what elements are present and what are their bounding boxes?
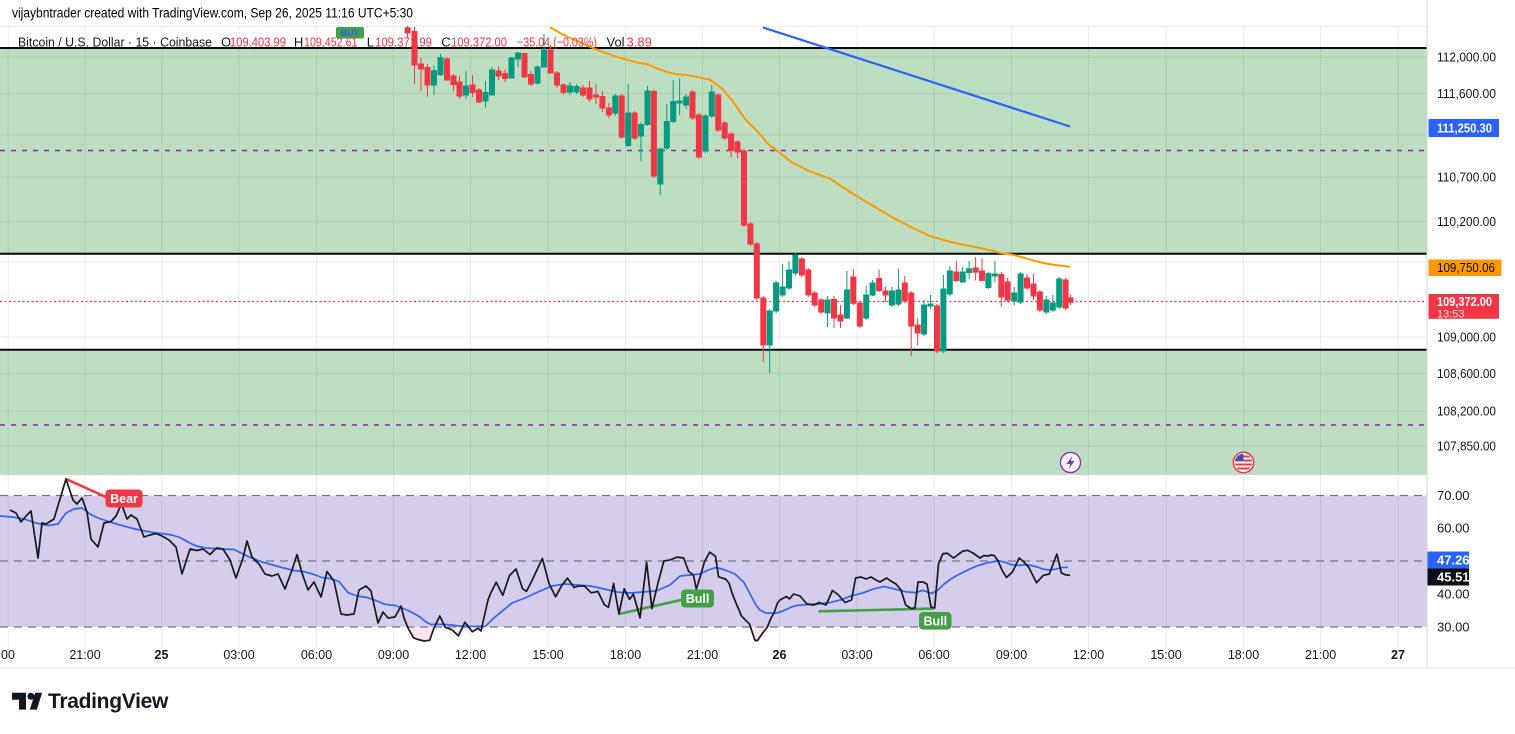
svg-text:47.26: 47.26 bbox=[1437, 553, 1470, 568]
svg-text:BUY: BUY bbox=[340, 28, 359, 38]
svg-text:03:00: 03:00 bbox=[223, 648, 254, 662]
svg-text:Vol: Vol bbox=[607, 35, 625, 50]
svg-text:40.00: 40.00 bbox=[1437, 587, 1470, 602]
svg-text:3.89: 3.89 bbox=[627, 35, 652, 50]
svg-text:27: 27 bbox=[1391, 648, 1405, 662]
svg-text:15:00: 15:00 bbox=[532, 648, 563, 662]
svg-text:108,200.00: 108,200.00 bbox=[1437, 404, 1496, 419]
svg-text:45.51: 45.51 bbox=[1437, 570, 1470, 585]
svg-text:Bear: Bear bbox=[110, 492, 138, 506]
svg-text:Bitcoin / U.S. Dollar · 15 · C: Bitcoin / U.S. Dollar · 15 · Coinbase bbox=[18, 35, 212, 50]
svg-text:21:00: 21:00 bbox=[69, 648, 100, 662]
svg-text:111,600.00: 111,600.00 bbox=[1437, 86, 1496, 101]
svg-text:110,200.00: 110,200.00 bbox=[1437, 214, 1496, 229]
svg-text:12:00: 12:00 bbox=[1073, 648, 1104, 662]
svg-text:09:00: 09:00 bbox=[378, 648, 409, 662]
svg-text:112,000.00: 112,000.00 bbox=[1437, 50, 1496, 65]
svg-text:107,850.00: 107,850.00 bbox=[1437, 439, 1496, 454]
svg-text:vijaybntrader created with Tra: vijaybntrader created with TradingView.c… bbox=[12, 6, 413, 21]
svg-text:109,403.99: 109,403.99 bbox=[230, 35, 286, 50]
svg-text:06:00: 06:00 bbox=[301, 648, 332, 662]
svg-text:108,600.00: 108,600.00 bbox=[1437, 366, 1496, 381]
svg-text:111,250.30: 111,250.30 bbox=[1437, 121, 1492, 136]
svg-text:Bull: Bull bbox=[923, 614, 947, 628]
svg-text:09:00: 09:00 bbox=[996, 648, 1027, 662]
svg-text:15:00: 15:00 bbox=[1150, 648, 1181, 662]
svg-text:26: 26 bbox=[773, 648, 787, 662]
svg-text:30.00: 30.00 bbox=[1437, 620, 1470, 635]
svg-text:TradingView: TradingView bbox=[48, 690, 169, 713]
svg-text:109,371.99: 109,371.99 bbox=[375, 35, 432, 50]
svg-text:60.00: 60.00 bbox=[1437, 521, 1470, 536]
svg-text:12:00: 12:00 bbox=[455, 648, 486, 662]
svg-text:109,372.00: 109,372.00 bbox=[1437, 294, 1492, 309]
svg-text:21:00: 21:00 bbox=[687, 648, 718, 662]
svg-text:70.00: 70.00 bbox=[1437, 488, 1470, 503]
svg-text:−35.04 (−0.03%): −35.04 (−0.03%) bbox=[517, 35, 597, 50]
svg-text:18:00: 18:00 bbox=[1228, 648, 1259, 662]
svg-text:13:53: 13:53 bbox=[1437, 309, 1465, 321]
svg-text:110,700.00: 110,700.00 bbox=[1437, 170, 1496, 185]
svg-text:03:00: 03:00 bbox=[841, 648, 872, 662]
svg-text:21:00: 21:00 bbox=[1305, 648, 1336, 662]
svg-text:18:00: 18:00 bbox=[610, 648, 641, 662]
svg-text:Bull: Bull bbox=[686, 592, 710, 606]
svg-text:O: O bbox=[221, 35, 231, 50]
svg-text:H: H bbox=[294, 35, 303, 50]
svg-text:C: C bbox=[441, 35, 450, 50]
svg-text:25: 25 bbox=[155, 648, 169, 662]
svg-text:00: 00 bbox=[1, 648, 15, 662]
svg-text:109,000.00: 109,000.00 bbox=[1437, 330, 1496, 345]
svg-text:L: L bbox=[367, 35, 374, 50]
svg-text:109,452.61: 109,452.61 bbox=[304, 35, 358, 50]
svg-text:109,750.06: 109,750.06 bbox=[1437, 260, 1495, 275]
svg-text:109,372.00: 109,372.00 bbox=[451, 35, 507, 50]
svg-text:06:00: 06:00 bbox=[918, 648, 949, 662]
